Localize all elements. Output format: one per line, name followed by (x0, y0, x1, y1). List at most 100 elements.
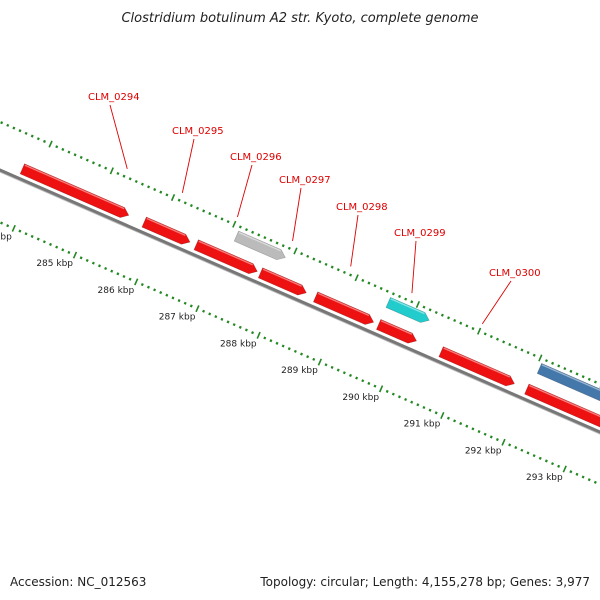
ruler-minor-tick (61, 147, 65, 151)
ruler-minor-tick (422, 405, 426, 410)
ruler-minor-tick (361, 278, 365, 282)
gene-clm-0297[interactable] (257, 267, 308, 298)
ruler-major-tick (354, 274, 359, 282)
ruler-minor-tick (410, 400, 414, 404)
gene-arrow[interactable] (193, 239, 260, 277)
ruler-minor-tick (477, 430, 481, 434)
ruler-minor-tick (538, 456, 542, 460)
ruler-major-tick (72, 251, 78, 259)
ruler-minor-tick (257, 233, 261, 237)
ruler-minor-tick (244, 328, 248, 332)
gene-arrow[interactable] (375, 318, 418, 346)
upper-dotted-track (0, 121, 600, 388)
ruler-minor-tick (293, 349, 297, 353)
gene-features (19, 163, 600, 434)
callout-label[interactable]: CLM_0297 (279, 175, 331, 186)
ruler-minor-tick (532, 454, 536, 458)
ruler-minor-tick (208, 312, 212, 316)
ruler-minor-tick (385, 389, 389, 393)
callout-label[interactable]: CLM_0299 (394, 228, 446, 239)
callout-leader-line (237, 164, 253, 218)
gene-clm-0296[interactable] (193, 239, 260, 277)
ruler-minor-tick (471, 326, 475, 331)
ruler-minor-tick (379, 286, 383, 290)
ruler-minor-tick (6, 224, 10, 228)
gene-highlight (238, 231, 281, 252)
gene-arrow[interactable] (257, 267, 308, 298)
ruler-minor-tick (502, 340, 506, 344)
gene-callouts: CLM_0294 CLM_0295 CLM_0296 CLM_0297 CLM_0298… (88, 92, 541, 325)
gene-arrow[interactable] (536, 363, 600, 412)
ruler-major-tick (317, 358, 323, 366)
kbp-tick-label: 284 kbp (0, 232, 12, 242)
ruler-minor-tick (446, 416, 450, 420)
gene-arrow[interactable] (438, 346, 517, 389)
callout-label[interactable]: CLM_0300 (489, 268, 541, 279)
ruler-minor-tick (391, 292, 395, 296)
ruler-minor-tick (159, 291, 163, 295)
gene-highlight (390, 298, 425, 315)
ruler-minor-tick (36, 237, 40, 241)
ruler-minor-tick (410, 300, 414, 304)
callout-label[interactable]: CLM_0298 (336, 202, 388, 213)
ruler-minor-tick (214, 214, 218, 218)
callout-label[interactable]: CLM_0296 (230, 152, 282, 163)
ruler-minor-tick (73, 153, 77, 157)
ruler-minor-tick (55, 145, 59, 149)
ruler-minor-tick (281, 244, 285, 248)
ruler-minor-tick (587, 377, 591, 381)
gene-arrow[interactable] (141, 216, 192, 247)
ruler-major-tick (11, 224, 16, 232)
map-title: Clostridium botulinum A2 str. Kyoto, com… (121, 11, 478, 26)
gene-arrow[interactable] (312, 291, 376, 327)
ruler-major-tick (109, 167, 114, 175)
ruler-minor-tick (465, 324, 469, 328)
ruler-minor-tick (330, 365, 334, 369)
ruler-minor-tick (416, 403, 420, 407)
accession-label: Accession: NC_012563 (10, 575, 146, 589)
gene-highlight (317, 292, 370, 317)
ruler-minor-tick (110, 269, 114, 273)
ruler-minor-tick (489, 435, 493, 439)
gene-clm-0298[interactable] (312, 291, 376, 327)
ruler-minor-tick (563, 367, 567, 371)
ruler-minor-tick (214, 315, 218, 319)
ruler-minor-tick (91, 261, 95, 265)
gene-arrow[interactable] (19, 163, 131, 221)
ruler-minor-tick (355, 376, 359, 380)
ruler-minor-tick (489, 335, 493, 339)
gene-feature[interactable] (385, 296, 431, 325)
ruler-minor-tick (232, 323, 236, 327)
gene-clm-0294[interactable] (19, 163, 131, 221)
gene-feature[interactable] (536, 363, 600, 412)
ruler-minor-tick (330, 265, 334, 269)
gene-arrow[interactable] (233, 230, 287, 262)
gene-feature[interactable] (233, 230, 287, 262)
ruler-minor-tick (220, 217, 224, 221)
ruler-minor-tick (269, 339, 273, 343)
callout-label[interactable]: CLM_0294 (88, 92, 140, 103)
kbp-tick-label: 290 kbp (342, 393, 379, 403)
ruler-minor-tick (269, 238, 273, 242)
ruler-major-tick (48, 140, 53, 148)
gene-clm-0295[interactable] (141, 216, 192, 247)
kbp-tick-label: 285 kbp (36, 259, 73, 269)
gene-highlight (380, 320, 413, 335)
kbp-tick-label: 288 kbp (220, 339, 257, 349)
ruler-minor-tick (153, 288, 157, 292)
gene-clm-0299[interactable] (375, 318, 418, 346)
ruler-major-tick (476, 327, 482, 335)
gene-clm-0300[interactable] (438, 346, 517, 389)
ruler-major-tick (538, 354, 543, 362)
gene-arrow[interactable] (524, 383, 600, 434)
gene-arrow[interactable] (385, 296, 431, 325)
gene-highlight (541, 364, 600, 402)
ruler-minor-tick (569, 369, 573, 373)
ruler-major-tick (170, 194, 176, 202)
callout-leader-line (292, 187, 302, 242)
ruler-minor-tick (557, 464, 561, 468)
ruler-minor-tick (42, 240, 46, 244)
callout-label[interactable]: CLM_0295 (172, 126, 224, 137)
ruler-minor-tick (324, 262, 328, 266)
ruler-minor-tick (263, 336, 267, 340)
